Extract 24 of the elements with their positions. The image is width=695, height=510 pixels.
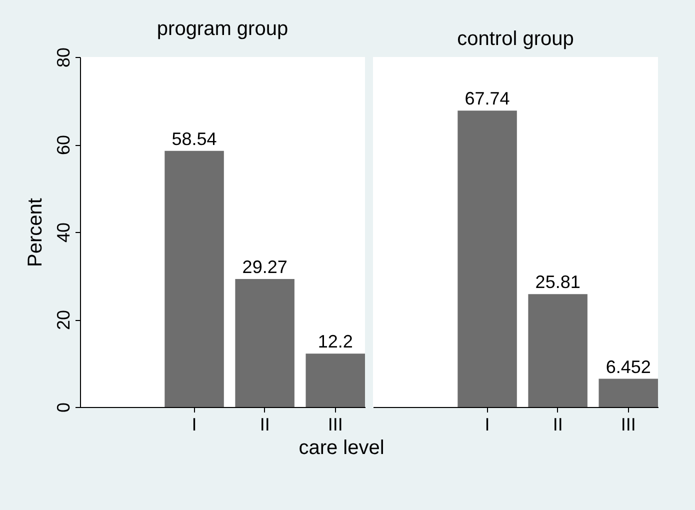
y-tick-label: 80 [54,47,74,68]
x-tick-label: II [552,414,563,434]
x-tick-label: III [620,414,636,434]
y-tick-label: 0 [54,402,74,413]
x-tick-label: I [484,414,490,434]
x-axis-title: care level [298,437,384,459]
bar [306,354,365,407]
bar [235,278,294,407]
chart-title: program group [156,18,288,40]
y-axis-title: Percent [24,198,46,267]
data-label: 58.54 [172,128,217,149]
bar [164,150,224,407]
x-tick-label: II [260,414,270,434]
data-label: 67.74 [464,88,510,109]
data-label: 12.2 [318,332,353,352]
x-tick-label: I [192,414,197,434]
data-label: 25.81 [535,272,580,292]
data-label: 6.452 [606,356,651,377]
x-tick-label: III [328,414,343,434]
y-tick-label: 20 [54,310,74,330]
y-tick-label: 60 [54,134,74,156]
data-label: 29.27 [242,256,288,277]
y-tick-label: 40 [54,222,74,243]
chart-title: control group [457,28,574,50]
